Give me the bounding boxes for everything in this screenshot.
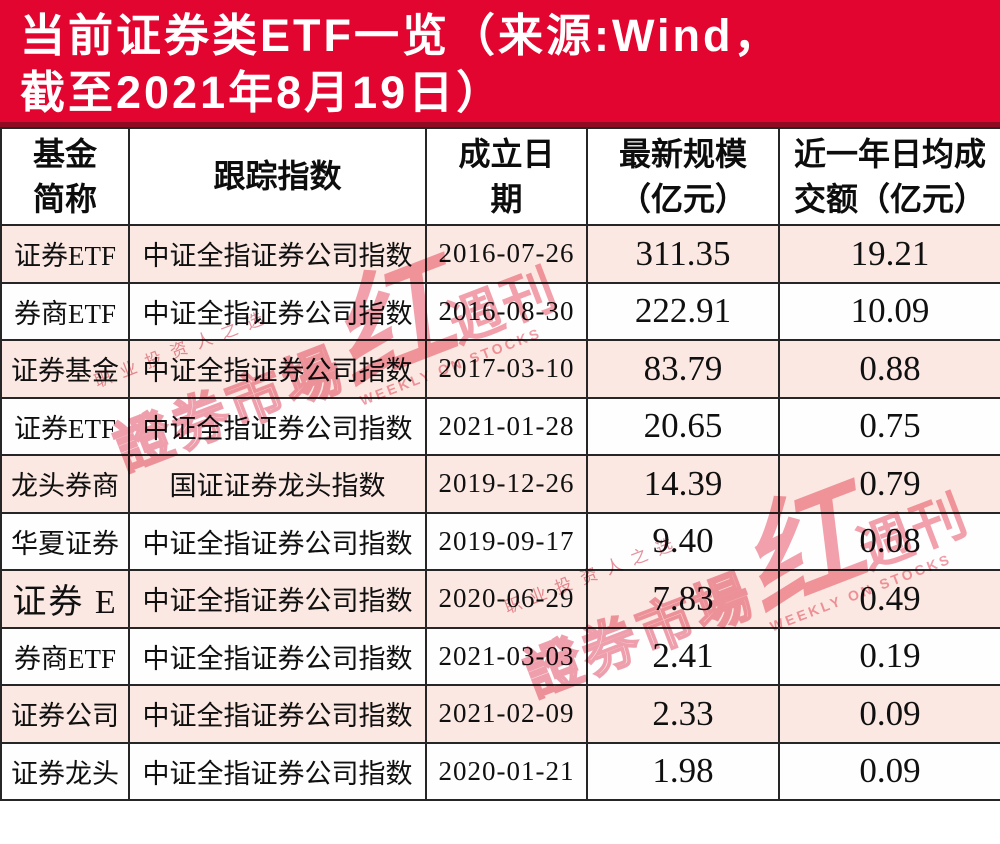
column-header-fund-name: 基金 简称 <box>0 127 130 226</box>
cell-fund-name: 华夏证券 <box>0 511 130 571</box>
cell-fund-name: 证券基金 <box>0 339 130 399</box>
cell-tracking-index: 中证全指证券公司指数 <box>128 281 427 341</box>
cell-latest-scale: 222.91 <box>586 281 780 341</box>
cell-latest-scale: 311.35 <box>586 224 780 284</box>
cell-avg-turnover: 0.08 <box>778 511 1000 571</box>
cell-tracking-index: 中证全指证券公司指数 <box>128 396 427 456</box>
cell-tracking-index: 国证证券龙头指数 <box>128 454 427 514</box>
cell-tracking-index: 中证全指证券公司指数 <box>128 684 427 744</box>
cell-tracking-index: 中证全指证券公司指数 <box>128 626 427 686</box>
cell-avg-turnover: 0.75 <box>778 396 1000 456</box>
cell-avg-turnover: 0.09 <box>778 684 1000 744</box>
cell-avg-turnover: 0.88 <box>778 339 1000 399</box>
cell-fund-name: 证券 E <box>0 569 130 629</box>
cell-inception-date: 2020-06-29 <box>425 569 588 629</box>
table-row: 证券 E 中证全指证券公司指数 2020-06-29 7.83 0.49 <box>0 569 1000 629</box>
cell-inception-date: 2020-01-21 <box>425 741 588 801</box>
cell-inception-date: 2016-08-30 <box>425 281 588 341</box>
cell-inception-date: 2021-03-03 <box>425 626 588 686</box>
cell-latest-scale: 9.40 <box>586 511 780 571</box>
cell-tracking-index: 中证全指证券公司指数 <box>128 224 427 284</box>
cell-fund-name: 券商ETF <box>0 281 130 341</box>
cell-fund-name: 证券龙头 <box>0 741 130 801</box>
cell-latest-scale: 7.83 <box>586 569 780 629</box>
page-title-line-2: 截至2021年8月19日） <box>20 67 505 118</box>
table-row: 证券基金 中证全指证券公司指数 2017-03-10 83.79 0.88 <box>0 339 1000 399</box>
table-body: 证券ETF 中证全指证券公司指数 2016-07-26 311.35 19.21 券商ET… <box>0 224 1000 801</box>
cell-latest-scale: 2.33 <box>586 684 780 744</box>
cell-inception-date: 2021-01-28 <box>425 396 588 456</box>
cell-avg-turnover: 0.49 <box>778 569 1000 629</box>
cell-avg-turnover: 19.21 <box>778 224 1000 284</box>
cell-inception-date: 2021-02-09 <box>425 684 588 744</box>
table-row: 证券龙头 中证全指证券公司指数 2020-01-21 1.98 0.09 <box>0 741 1000 801</box>
etf-table: 基金 简称 跟踪指数 成立日 期 最新规模 （亿元） 近一年日均成 交额（亿元）… <box>0 127 1000 801</box>
cell-avg-turnover: 0.79 <box>778 454 1000 514</box>
cell-fund-name: 证券ETF <box>0 396 130 456</box>
cell-latest-scale: 20.65 <box>586 396 780 456</box>
cell-inception-date: 2016-07-26 <box>425 224 588 284</box>
table-header-row: 基金 简称 跟踪指数 成立日 期 最新规模 （亿元） 近一年日均成 交额（亿元） <box>0 127 1000 226</box>
column-header-tracking-index: 跟踪指数 <box>128 127 427 226</box>
cell-latest-scale: 14.39 <box>586 454 780 514</box>
table-row: 华夏证券 中证全指证券公司指数 2019-09-17 9.40 0.08 <box>0 511 1000 571</box>
table-row: 券商ETF 中证全指证券公司指数 2021-03-03 2.41 0.19 <box>0 626 1000 686</box>
cell-fund-name: 证券ETF <box>0 224 130 284</box>
cell-avg-turnover: 0.09 <box>778 741 1000 801</box>
title-banner: 当前证券类ETF一览（来源:Wind， 截至2021年8月19日） <box>0 0 1000 127</box>
cell-tracking-index: 中证全指证券公司指数 <box>128 339 427 399</box>
table-row: 券商ETF 中证全指证券公司指数 2016-08-30 222.91 10.09 <box>0 281 1000 341</box>
column-header-avg-turnover: 近一年日均成 交额（亿元） <box>778 127 1000 226</box>
cell-fund-name: 券商ETF <box>0 626 130 686</box>
cell-tracking-index: 中证全指证券公司指数 <box>128 511 427 571</box>
table-row: 证券ETF 中证全指证券公司指数 2021-01-28 20.65 0.75 <box>0 396 1000 456</box>
table-row: 证券ETF 中证全指证券公司指数 2016-07-26 311.35 19.21 <box>0 224 1000 284</box>
page-title-line-1: 当前证券类ETF一览（来源:Wind， <box>20 10 782 61</box>
table-header: 基金 简称 跟踪指数 成立日 期 最新规模 （亿元） 近一年日均成 交额（亿元） <box>0 127 1000 226</box>
cell-avg-turnover: 0.19 <box>778 626 1000 686</box>
cell-latest-scale: 1.98 <box>586 741 780 801</box>
cell-tracking-index: 中证全指证券公司指数 <box>128 741 427 801</box>
column-header-latest-scale: 最新规模 （亿元） <box>586 127 780 226</box>
column-header-inception-date: 成立日 期 <box>425 127 588 226</box>
table-row: 龙头券商 国证证券龙头指数 2019-12-26 14.39 0.79 <box>0 454 1000 514</box>
table-row: 证券公司 中证全指证券公司指数 2021-02-09 2.33 0.09 <box>0 684 1000 744</box>
cell-inception-date: 2019-12-26 <box>425 454 588 514</box>
cell-latest-scale: 83.79 <box>586 339 780 399</box>
cell-latest-scale: 2.41 <box>586 626 780 686</box>
cell-fund-name: 证券公司 <box>0 684 130 744</box>
cell-fund-name: 龙头券商 <box>0 454 130 514</box>
cell-tracking-index: 中证全指证券公司指数 <box>128 569 427 629</box>
cell-inception-date: 2017-03-10 <box>425 339 588 399</box>
cell-inception-date: 2019-09-17 <box>425 511 588 571</box>
cell-avg-turnover: 10.09 <box>778 281 1000 341</box>
